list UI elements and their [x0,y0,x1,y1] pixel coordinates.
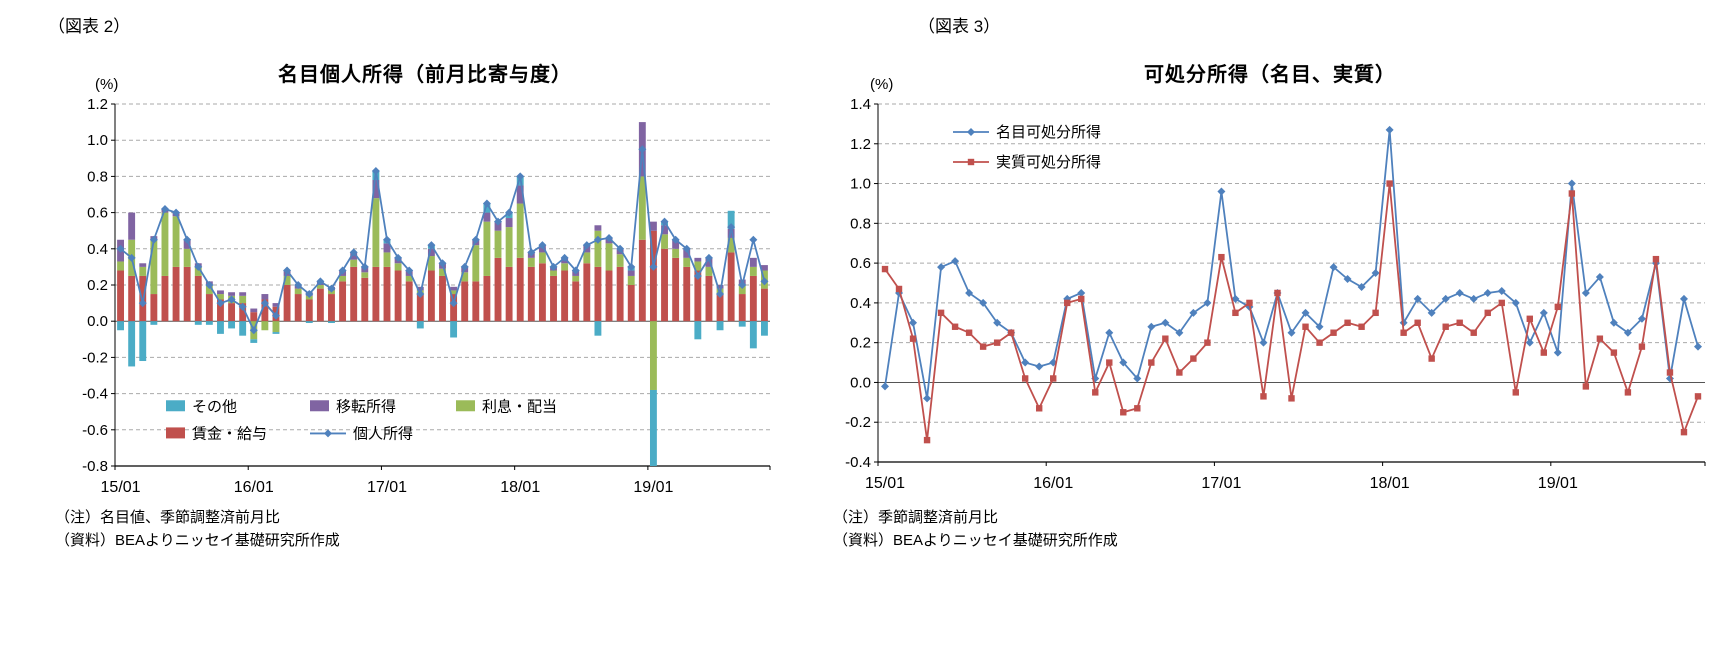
svg-text:0.6: 0.6 [87,205,108,222]
svg-text:0.0: 0.0 [850,374,871,391]
svg-text:-0.6: -0.6 [82,422,108,439]
svg-text:0.4: 0.4 [87,241,108,258]
svg-text:移転所得: 移転所得 [336,398,396,415]
svg-text:0.8: 0.8 [850,215,871,232]
figure2-tag: （図表 2） [48,17,131,36]
svg-text:個人所得: 個人所得 [353,425,413,442]
svg-text:16/01: 16/01 [234,479,274,496]
figure3-title: 可処分所得（名目、実質） [1144,64,1396,86]
svg-text:名目可処分所得: 名目可処分所得 [996,124,1101,141]
svg-text:1.2: 1.2 [850,136,871,153]
figure3-note-2: （資料）BEAよりニッセイ基礎研究所作成 [833,532,1118,549]
figure3-note-1: （注）季節調整済前月比 [833,509,999,526]
svg-text:17/01: 17/01 [367,479,407,496]
svg-text:賃金・給与: 賃金・給与 [192,425,267,442]
svg-text:-0.4: -0.4 [845,454,871,471]
figure3-tag: （図表 3） [918,17,1001,36]
figure3-chart: -0.4 -0.2 0.0 0.2 0.4 0.6 0.8 1.0 1.2 1.4 15/01 16/… [845,96,1706,492]
svg-text:18/01: 18/01 [500,479,540,496]
svg-text:17/01: 17/01 [1201,475,1241,492]
svg-text:0.2: 0.2 [850,335,871,352]
figure2-note-2: （資料）BEAよりニッセイ基礎研究所作成 [55,532,340,549]
svg-text:-0.2: -0.2 [845,414,871,431]
figure2-note-1: （注）名目値、季節調整済前月比 [55,509,281,526]
figure3-unit-label: (%) [870,76,894,93]
svg-text:1.2: 1.2 [87,96,108,113]
svg-text:1.0: 1.0 [850,176,871,193]
svg-text:15/01: 15/01 [101,479,141,496]
svg-text:0.0: 0.0 [87,313,108,330]
svg-text:0.2: 0.2 [87,277,108,294]
svg-text:18/01: 18/01 [1370,475,1410,492]
svg-text:19/01: 19/01 [1538,475,1578,492]
svg-text:16/01: 16/01 [1033,475,1073,492]
svg-text:0.6: 0.6 [850,255,871,272]
svg-text:-0.2: -0.2 [82,349,108,366]
svg-text:-0.4: -0.4 [82,386,108,403]
figure2-chart: -0.8 -0.6 -0.4 -0.2 0.0 0.2 0.4 0.6 0.8 1.0 1.2 15/… [82,96,771,496]
svg-text:実質可処分所得: 実質可処分所得 [996,153,1101,171]
figure2-title: 名目個人所得（前月比寄与度） [278,64,572,86]
svg-text:利息・配当: 利息・配当 [482,398,557,415]
svg-text:19/01: 19/01 [633,479,673,496]
svg-text:-0.8: -0.8 [82,458,108,475]
figure2-unit-label: (%) [95,76,119,93]
svg-text:その他: その他 [192,398,237,415]
svg-text:0.4: 0.4 [850,295,871,312]
svg-text:15/01: 15/01 [865,475,905,492]
svg-text:1.0: 1.0 [87,132,108,149]
svg-text:0.8: 0.8 [87,168,108,185]
svg-text:1.4: 1.4 [850,96,871,113]
